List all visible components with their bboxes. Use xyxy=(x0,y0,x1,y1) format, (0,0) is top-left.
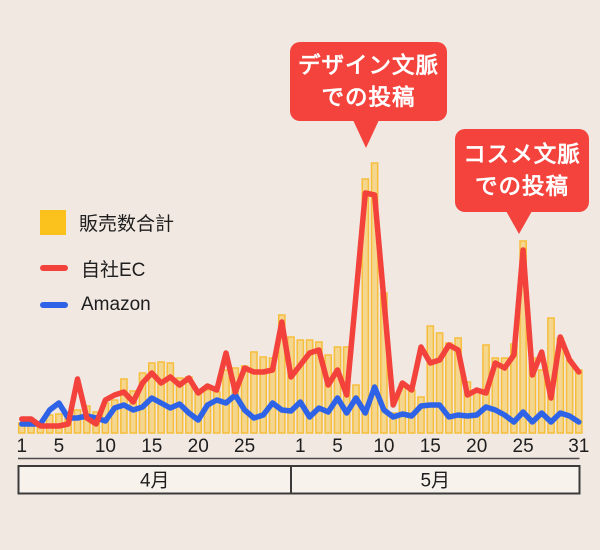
x-tick-label: 15 xyxy=(141,436,162,457)
callout-design-line2: での投稿 xyxy=(321,84,416,110)
callout-design-context: デザイン文脈 での投稿 xyxy=(290,42,447,148)
sales-bar xyxy=(370,162,379,434)
x-tick-label: 5 xyxy=(54,436,65,457)
x-tick-label: 20 xyxy=(188,436,209,457)
legend-item-jisha-ec: 自社EC xyxy=(40,255,145,281)
sales-bar xyxy=(500,357,509,434)
callout-cosme-context: コスメ文脈 での投稿 xyxy=(455,129,589,234)
legend-label-amazon: Amazon xyxy=(81,294,151,315)
callout-cosme-line1: コスメ文脈 xyxy=(463,141,581,167)
sales-bar xyxy=(491,357,500,434)
jisha-ec-swatch-icon xyxy=(40,264,68,272)
month-box-may xyxy=(290,465,581,495)
jisha-ec-line xyxy=(19,190,582,429)
x-tick-label: 1 xyxy=(17,436,28,457)
sales-bar xyxy=(333,346,342,434)
x-tick-label: 1 xyxy=(295,436,306,457)
legend-item-amazon: Amazon xyxy=(40,292,151,318)
x-tick-label: 5 xyxy=(332,436,343,457)
month-label-april: 4月 xyxy=(140,471,170,492)
sales-bar xyxy=(296,339,305,434)
x-tick-label: 10 xyxy=(95,436,116,457)
sales-bar xyxy=(259,356,268,434)
amazon-swatch-icon xyxy=(40,301,68,309)
sales-bar xyxy=(361,178,370,434)
sales-bar xyxy=(166,362,175,434)
sales-bar xyxy=(565,359,574,434)
sales-bar xyxy=(250,351,258,434)
callout-cosme-line2: での投稿 xyxy=(474,173,569,199)
amazon-line xyxy=(19,384,582,427)
x-axis-ticks: 1 5 10 15 20 25 1 5 10 15 20 25 31 xyxy=(17,436,590,457)
sales-bar xyxy=(315,341,323,434)
x-tick-label: 10 xyxy=(373,436,394,457)
sales-bar xyxy=(157,361,165,434)
sales-bar xyxy=(287,336,295,434)
sales-bar xyxy=(435,332,444,434)
legend-label-sales-total: 販売数合計 xyxy=(79,213,175,235)
sales-bar xyxy=(389,412,398,434)
sales-bar xyxy=(426,325,435,434)
sales-bar xyxy=(352,384,360,434)
sales-bar xyxy=(537,369,546,434)
sales-bar xyxy=(277,314,286,434)
legend-label-jisha-ec: 自社EC xyxy=(81,259,146,281)
sales-total-swatch-icon xyxy=(40,209,66,235)
month-box-april xyxy=(17,465,292,495)
sales-bar xyxy=(454,337,462,434)
sales-bar xyxy=(73,409,82,434)
callout-tail-icon xyxy=(506,211,532,234)
x-tick-label: 31 xyxy=(568,436,589,457)
x-tick-label: 20 xyxy=(466,436,487,457)
sales-bar xyxy=(305,339,314,434)
x-tick-label: 25 xyxy=(234,436,255,457)
sales-bar xyxy=(519,240,527,434)
sales-bar xyxy=(324,354,333,434)
x-tick-label: 25 xyxy=(513,436,534,457)
callout-tail-icon xyxy=(353,120,379,148)
month-label-may: 5月 xyxy=(420,471,450,492)
legend-item-sales-total: 販売数合計 xyxy=(40,209,174,235)
sales-bar xyxy=(417,396,425,434)
x-tick-label: 15 xyxy=(420,436,441,457)
callout-design-line1: デザイン文脈 xyxy=(297,52,439,78)
